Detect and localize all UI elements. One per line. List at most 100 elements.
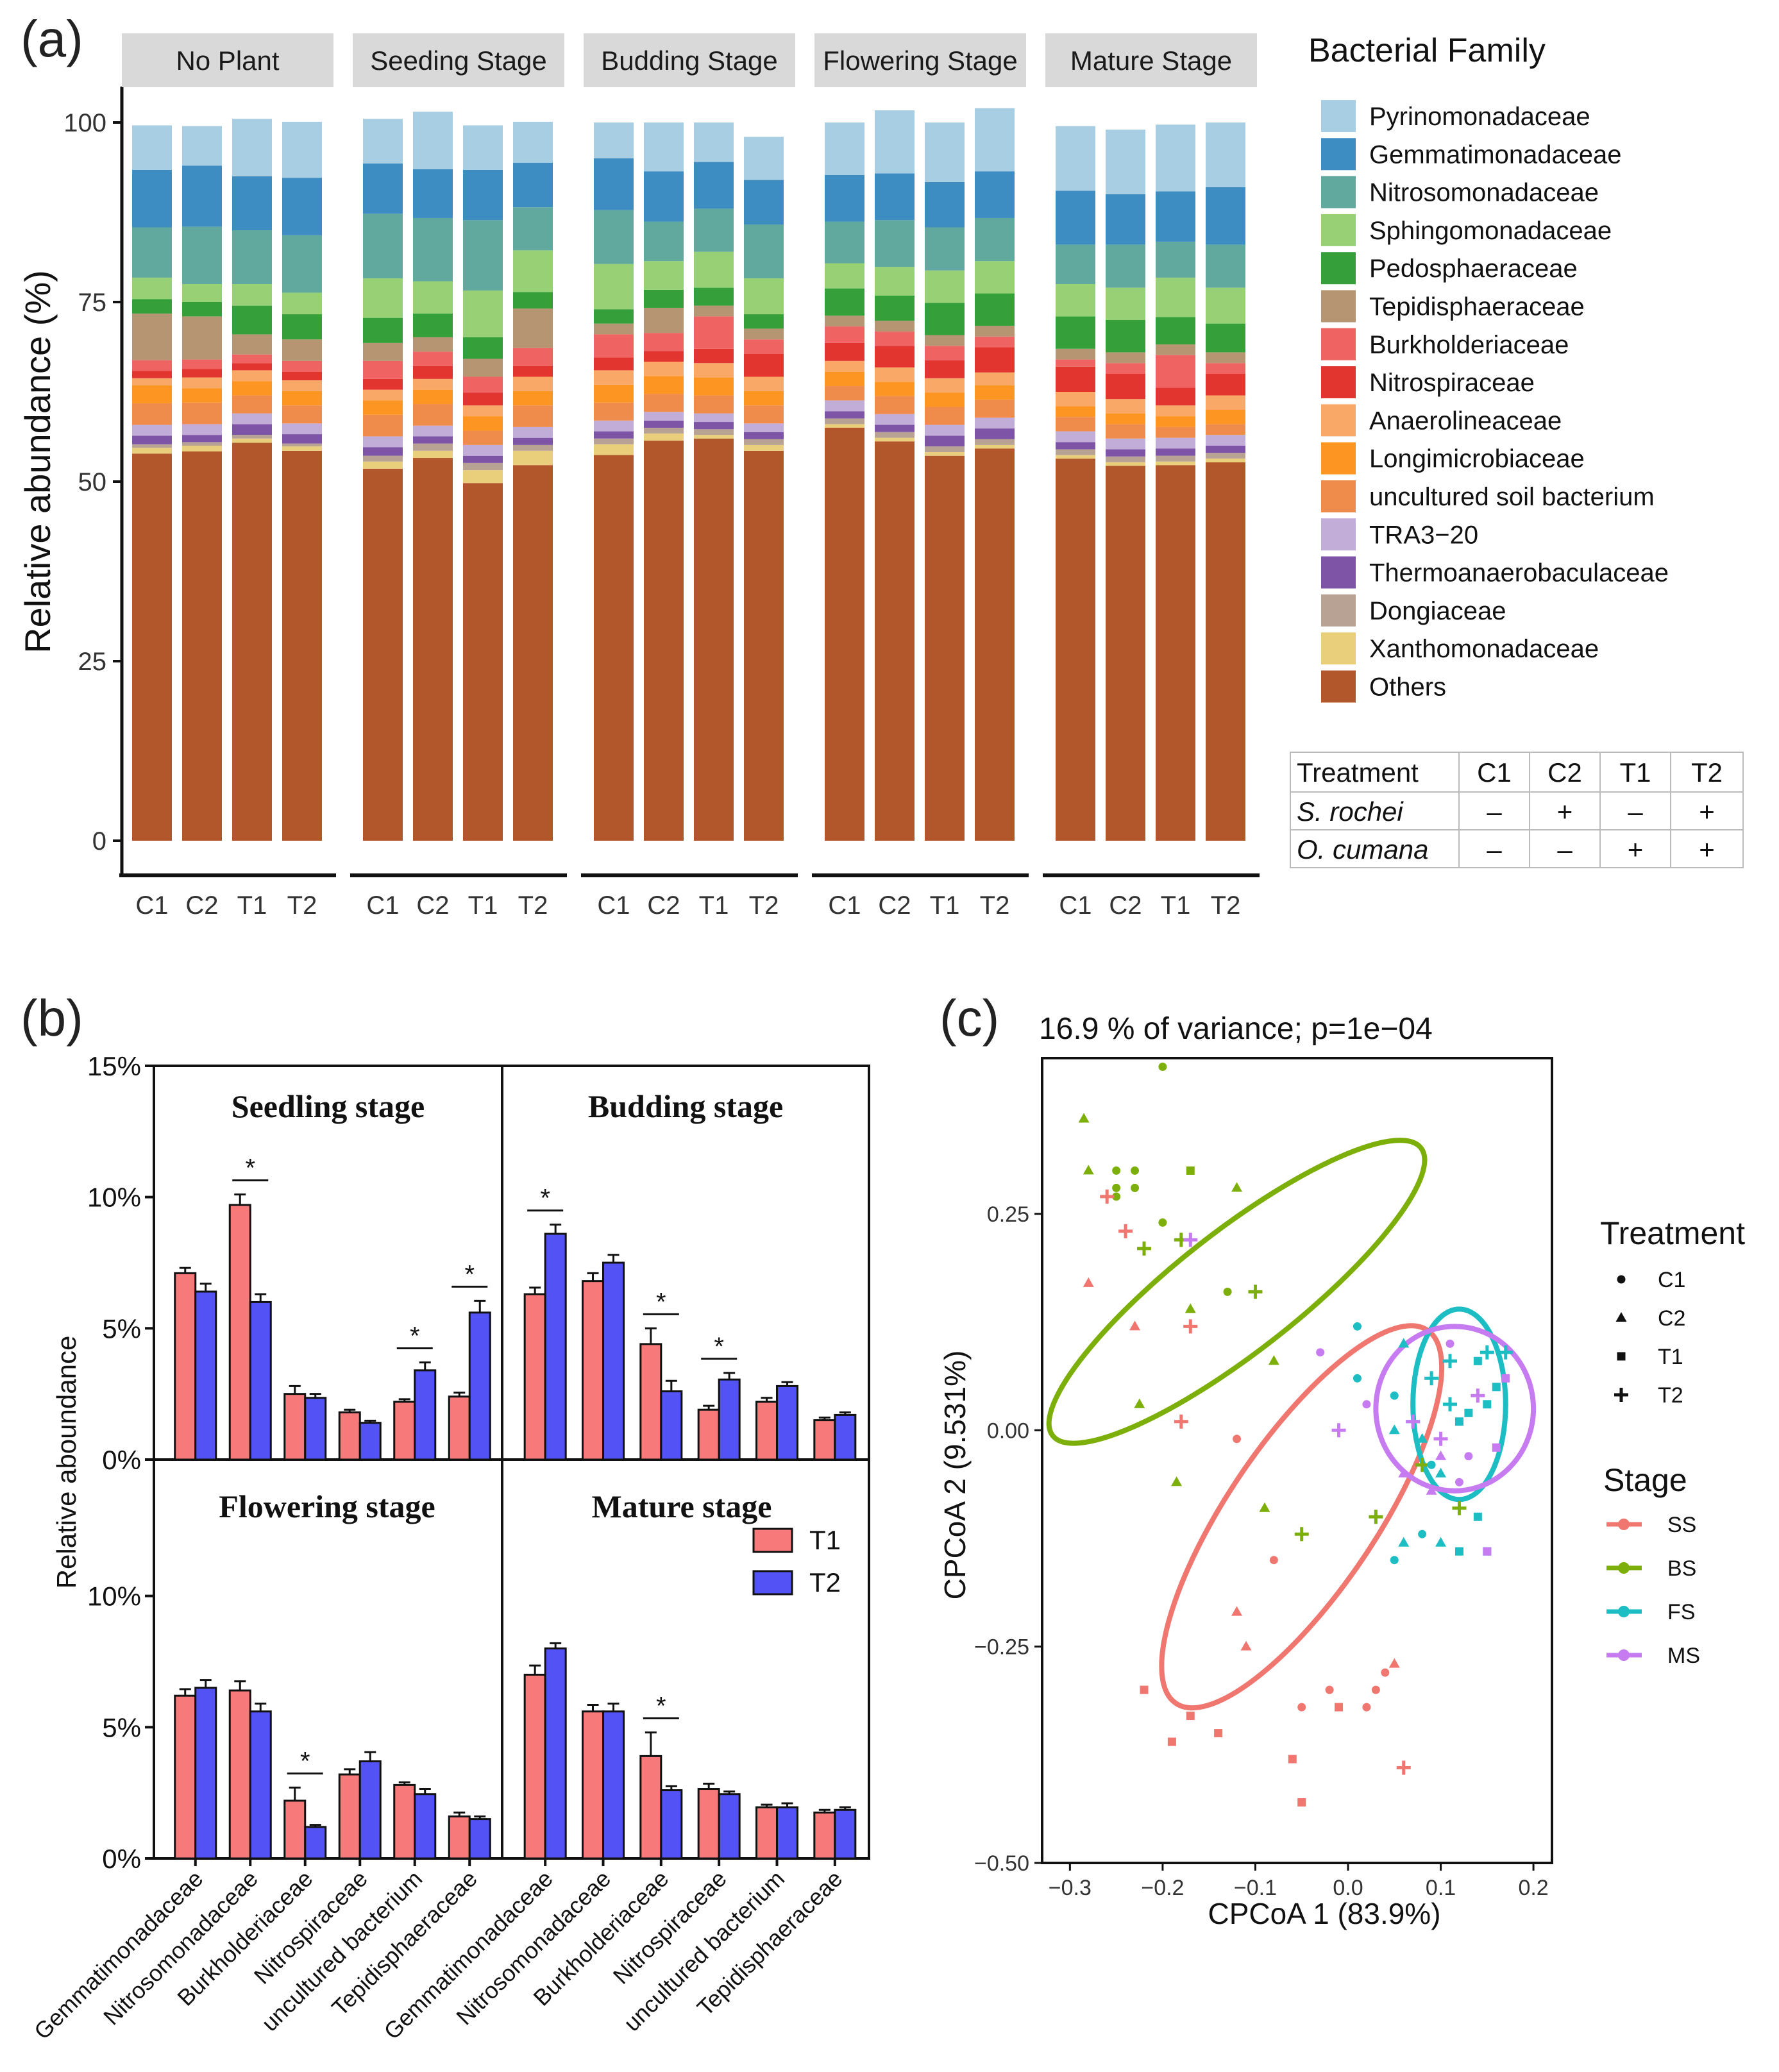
- panel-c-ytick-label: −0.25: [974, 1635, 1029, 1660]
- stack-segment-longimicrobiaceae: [825, 371, 864, 387]
- stack-segment-others: [182, 451, 222, 841]
- stack-segment-nitrospiraceae: [925, 360, 965, 378]
- stack-segment-others: [644, 441, 684, 841]
- treatment-legend-label: T1: [1658, 1345, 1683, 1369]
- legend-label-pyrinomonadaceae: Pyrinomonadaceae: [1369, 103, 1590, 131]
- treatment-legend-marker-c1: [1617, 1275, 1626, 1284]
- stack-segment-uncultured-soil-bacterium: [1106, 424, 1145, 439]
- stack-segment-uncultured-soil-bacterium: [282, 405, 322, 424]
- stack-segment-longimicrobiaceae: [413, 389, 453, 405]
- stack-segment-gemmatimonadaceae: [282, 178, 322, 235]
- scatter-point-bs-c2: [1185, 1303, 1196, 1313]
- stack-segment-sphingomonadaceae: [1056, 284, 1095, 317]
- stack-segment-burkholderiaceae: [694, 316, 734, 349]
- stack-segment-nitrospiraceae: [282, 371, 322, 381]
- stack-segment-tra3-20: [363, 436, 403, 448]
- scatter-point-ms-t2: [1433, 1431, 1448, 1446]
- stack-segment-pedosphaeraceae: [132, 299, 172, 314]
- panel-b-bar-t2: [544, 1233, 567, 1461]
- stack-segment-pedosphaeraceae: [1056, 316, 1095, 349]
- panel-c-xtick-label: −0.2: [1141, 1876, 1184, 1900]
- panel-b-sig-star: *: [656, 1288, 666, 1316]
- stage-legend-dot-bs: [1618, 1562, 1630, 1574]
- stage-legend-label: SS: [1667, 1513, 1696, 1537]
- stack-segment-pyrinomonadaceae: [744, 137, 784, 180]
- stack-segment-sphingomonadaceae: [1206, 287, 1245, 324]
- treatment-table-header: Treatment: [1297, 757, 1419, 788]
- stack-segment-tra3-20: [232, 413, 272, 425]
- stack-segment-thermoanaerobaculaceae: [694, 422, 734, 430]
- scatter-point-fs-t1: [1473, 1512, 1482, 1521]
- stack-segment-gemmatimonadaceae: [594, 158, 634, 210]
- scatter-point-bs-c1: [1131, 1166, 1140, 1175]
- stack-segment-anaerolineaceae: [694, 363, 734, 378]
- stack-segment-burkholderiaceae: [975, 336, 1015, 348]
- panel-b-bar-t2: [776, 1385, 798, 1461]
- stack-segment-anaerolineaceae: [182, 377, 222, 389]
- scatter-point-ss-t1: [1335, 1703, 1344, 1712]
- stack-segment-sphingomonadaceae: [232, 284, 272, 306]
- scatter-point-ms-c1: [1316, 1348, 1325, 1357]
- stack-segment-xanthomonadaceae: [132, 448, 172, 454]
- stack-segment-gemmatimonadaceae: [1106, 194, 1145, 245]
- stack-segment-gemmatimonadaceae: [744, 180, 784, 225]
- scatter-point-ss-c2: [1083, 1277, 1094, 1287]
- stack-segment-others: [594, 455, 634, 841]
- stack-segment-xanthomonadaceae: [232, 438, 272, 443]
- sample-label: C2: [647, 891, 680, 920]
- legend-label-uncultured-soil-bacterium: uncultured soil bacterium: [1369, 483, 1655, 511]
- stack-segment-sphingomonadaceae: [644, 261, 684, 290]
- stack-segment-pedosphaeraceae: [513, 292, 553, 309]
- stack-segment-anaerolineaceae: [875, 367, 915, 382]
- stack-segment-tra3-20: [925, 425, 965, 436]
- panel-b-sig-star: *: [464, 1260, 475, 1288]
- stack-segment-pedosphaeraceae: [694, 287, 734, 306]
- scatter-point-ss-c2: [1240, 1640, 1252, 1651]
- scatter-point-ms-t2: [1471, 1388, 1485, 1403]
- stack-segment-uncultured-soil-bacterium: [975, 400, 1015, 418]
- scatter-point-fs-c1: [1418, 1529, 1427, 1538]
- stack-segment-burkholderiaceae: [1106, 363, 1145, 374]
- sample-label: C2: [1109, 891, 1142, 920]
- panel-b-label: (b): [21, 990, 83, 1047]
- stack-segment-uncultured-soil-bacterium: [1156, 426, 1195, 438]
- stack-segment-tepidisphaeraceae: [282, 339, 322, 361]
- panel-b-bar-t2: [468, 1818, 491, 1860]
- facet-label-flowering-stage: Flowering Stage: [823, 46, 1018, 76]
- stack-segment-nitrospiraceae: [1106, 374, 1145, 400]
- stack-segment-tepidisphaeraceae: [1156, 344, 1195, 355]
- legend-label-thermoanaerobaculaceae: Thermoanaerobaculaceae: [1369, 559, 1669, 587]
- treatment-table-header: T1: [1619, 757, 1651, 788]
- legend-label-burkholderiaceae: Burkholderiaceae: [1369, 331, 1569, 359]
- panel-b-bar-t1: [393, 1783, 416, 1860]
- stack-segment-gemmatimonadaceae: [644, 171, 684, 222]
- scatter-point-bs-c1: [1112, 1183, 1121, 1192]
- stack-segment-sphingomonadaceae: [694, 251, 734, 288]
- stack-segment-nitrospiraceae: [413, 366, 453, 379]
- stack-segment-others: [413, 458, 453, 841]
- panel-b-bar-t1: [283, 1799, 307, 1860]
- stack-segment-gemmatimonadaceae: [825, 174, 864, 222]
- stack-segment-others: [132, 453, 172, 841]
- sample-label: T1: [699, 891, 729, 920]
- stack-segment-anaerolineaceae: [825, 360, 864, 372]
- stack-segment-tepidisphaeraceae: [1056, 348, 1095, 360]
- stack-segment-pedosphaeraceae: [282, 314, 322, 340]
- stack-segment-longimicrobiaceae: [1056, 406, 1095, 417]
- stack-segment-uncultured-soil-bacterium: [1206, 424, 1245, 435]
- panel-b-bar-t2: [660, 1789, 683, 1860]
- stack-segment-nitrosomonadaceae: [744, 224, 784, 279]
- stack-segment-others: [875, 441, 915, 841]
- stack-segment-anaerolineaceae: [644, 361, 684, 376]
- scatter-point-fs-c2: [1398, 1338, 1410, 1348]
- stack-segment-anaerolineaceae: [1156, 405, 1195, 417]
- treatment-legend-label: C1: [1658, 1268, 1685, 1292]
- treatment-legend-title: Treatment: [1600, 1215, 1745, 1251]
- stack-segment-others: [1106, 466, 1145, 841]
- stack-segment-longimicrobiaceae: [363, 400, 403, 415]
- stack-segment-longimicrobiaceae: [594, 384, 634, 403]
- panel-b-ylabel: Relative aboundance: [51, 1336, 81, 1589]
- stack-segment-pyrinomonadaceae: [1156, 124, 1195, 192]
- stack-segment-pyrinomonadaceae: [513, 121, 553, 163]
- stack-segment-pyrinomonadaceae: [413, 112, 453, 169]
